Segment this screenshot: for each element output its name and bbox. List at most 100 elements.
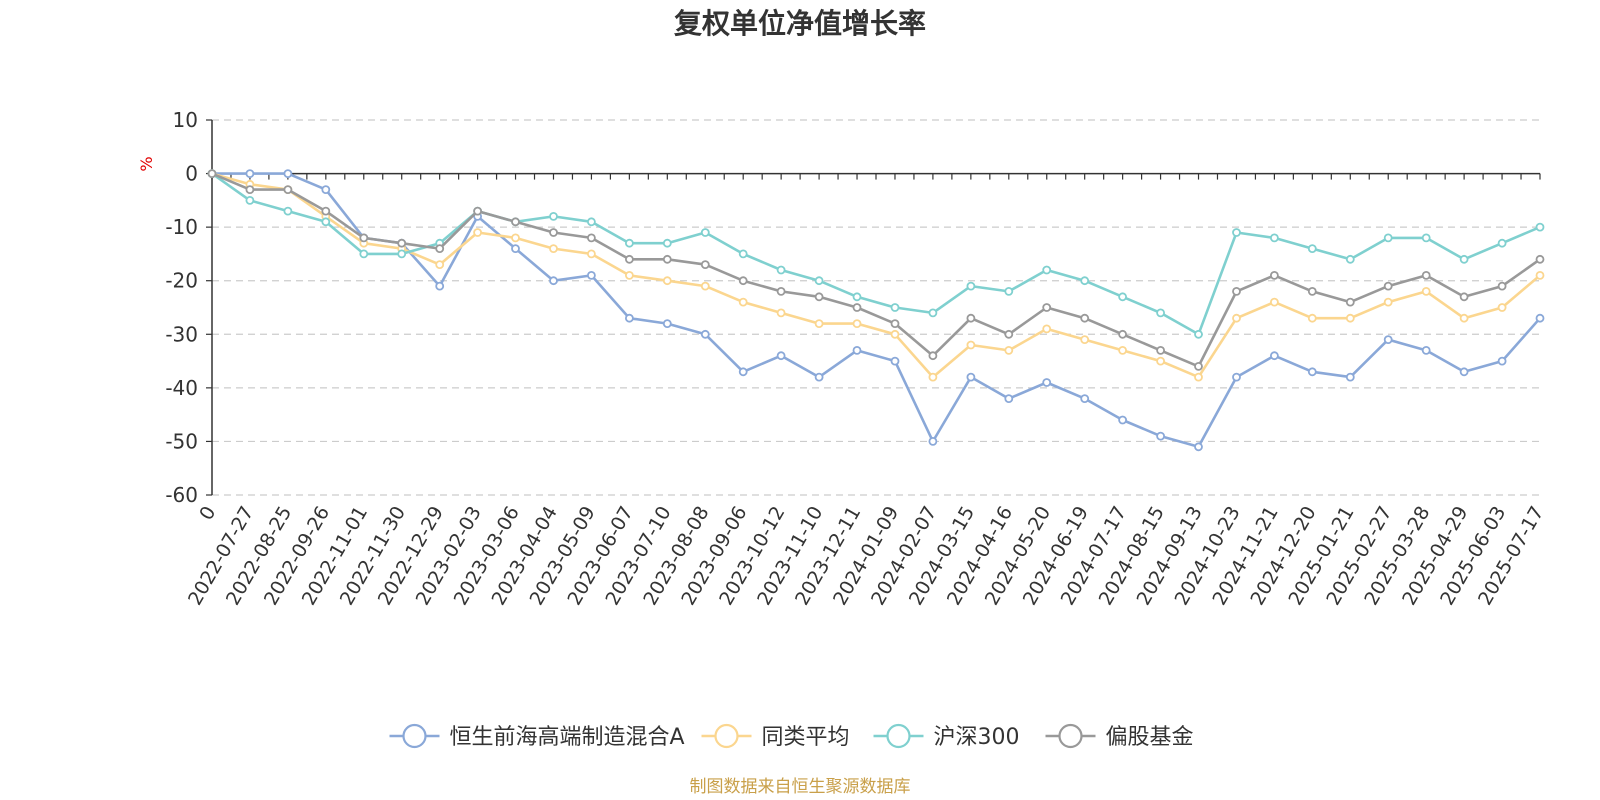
data-point xyxy=(359,249,369,259)
data-point xyxy=(1270,297,1279,307)
data-point xyxy=(700,329,710,339)
data-point xyxy=(738,276,748,286)
data-point xyxy=(1080,394,1090,404)
data-point xyxy=(1459,292,1469,302)
data-point xyxy=(776,286,786,296)
data-point xyxy=(1042,303,1052,312)
data-point xyxy=(625,254,634,264)
data-point xyxy=(473,206,483,216)
data-point xyxy=(511,217,520,227)
series-3 xyxy=(207,169,1545,371)
legend-item: 同类平均 xyxy=(701,723,850,750)
y-tick-label: 10 xyxy=(173,108,198,132)
data-point xyxy=(1307,313,1317,323)
data-point xyxy=(321,206,331,216)
data-point xyxy=(245,195,255,205)
legend-marker xyxy=(402,723,427,749)
data-point xyxy=(1421,270,1431,280)
data-point xyxy=(511,233,520,243)
data-point xyxy=(1383,335,1393,345)
data-point xyxy=(1535,222,1545,232)
legend-marker xyxy=(1058,723,1083,749)
y-tick-label: -50 xyxy=(165,429,198,453)
data-point xyxy=(928,436,938,446)
data-point xyxy=(966,340,976,350)
data-point xyxy=(625,238,634,248)
data-point xyxy=(1497,281,1507,291)
data-point xyxy=(473,228,483,237)
data-point xyxy=(511,244,520,254)
data-point xyxy=(1421,286,1431,296)
data-point xyxy=(1004,394,1014,404)
data-point xyxy=(1004,329,1014,339)
data-point xyxy=(1535,313,1545,323)
data-point xyxy=(1270,270,1279,280)
data-point xyxy=(1459,313,1469,323)
data-point xyxy=(1004,286,1014,296)
y-tick-label: -60 xyxy=(165,483,198,507)
data-point xyxy=(1383,281,1393,291)
series-0 xyxy=(207,169,1545,452)
data-point xyxy=(1232,228,1241,237)
data-point xyxy=(1080,276,1090,286)
series-lines xyxy=(207,169,1545,452)
data-point xyxy=(1232,372,1241,382)
data-point xyxy=(1345,372,1355,382)
legend-marker xyxy=(886,723,911,749)
data-point xyxy=(245,185,255,195)
data-point xyxy=(587,233,596,243)
series-line xyxy=(210,172,1542,336)
data-point xyxy=(1307,244,1317,254)
data-point xyxy=(1004,345,1014,355)
legend: 恒生前海高端制造混合A 同类平均 沪深300 偏股基金 xyxy=(389,723,1194,750)
data-point xyxy=(1118,292,1127,302)
y-tick-label: -40 xyxy=(165,376,198,400)
y-tick-label: -30 xyxy=(165,322,198,346)
data-point xyxy=(1270,351,1279,361)
data-point xyxy=(738,367,748,377)
data-point xyxy=(814,372,824,382)
data-point xyxy=(587,270,596,280)
data-point xyxy=(1156,308,1165,318)
series-line xyxy=(210,172,1542,368)
data-point xyxy=(776,308,786,318)
data-point xyxy=(359,233,369,243)
data-point xyxy=(662,319,672,329)
data-point xyxy=(852,319,862,329)
data-point xyxy=(928,372,938,382)
legend-label: 同类平均 xyxy=(762,725,850,750)
data-point xyxy=(966,372,976,382)
data-point xyxy=(1156,431,1165,441)
data-point xyxy=(1194,329,1203,339)
data-point xyxy=(966,313,976,323)
data-point xyxy=(1535,254,1545,264)
data-point xyxy=(1307,286,1317,296)
data-point xyxy=(1459,367,1469,377)
legend-label: 沪深300 xyxy=(934,725,1020,750)
data-point xyxy=(700,228,710,237)
series-line xyxy=(210,172,1542,449)
data-point xyxy=(1421,345,1431,355)
data-point xyxy=(1232,313,1241,323)
data-point xyxy=(1080,313,1090,323)
data-point xyxy=(283,169,293,179)
x-tick-label: 0 xyxy=(195,503,220,524)
data-point xyxy=(549,228,558,237)
data-point xyxy=(397,238,407,248)
data-point xyxy=(245,169,255,179)
data-point xyxy=(852,345,862,355)
data-point xyxy=(1270,233,1279,243)
data-point xyxy=(1535,270,1545,280)
data-point xyxy=(814,276,824,286)
data-point xyxy=(1042,378,1052,387)
series-2 xyxy=(207,169,1545,339)
data-point xyxy=(207,169,217,179)
data-point xyxy=(1307,367,1317,377)
data-point xyxy=(1345,313,1355,323)
y-tick-label: 0 xyxy=(185,162,198,186)
data-source-note: 制图数据来自恒生聚源数据库 xyxy=(690,777,911,797)
data-point xyxy=(776,351,786,361)
data-point xyxy=(1080,335,1090,345)
data-point xyxy=(1156,345,1165,355)
